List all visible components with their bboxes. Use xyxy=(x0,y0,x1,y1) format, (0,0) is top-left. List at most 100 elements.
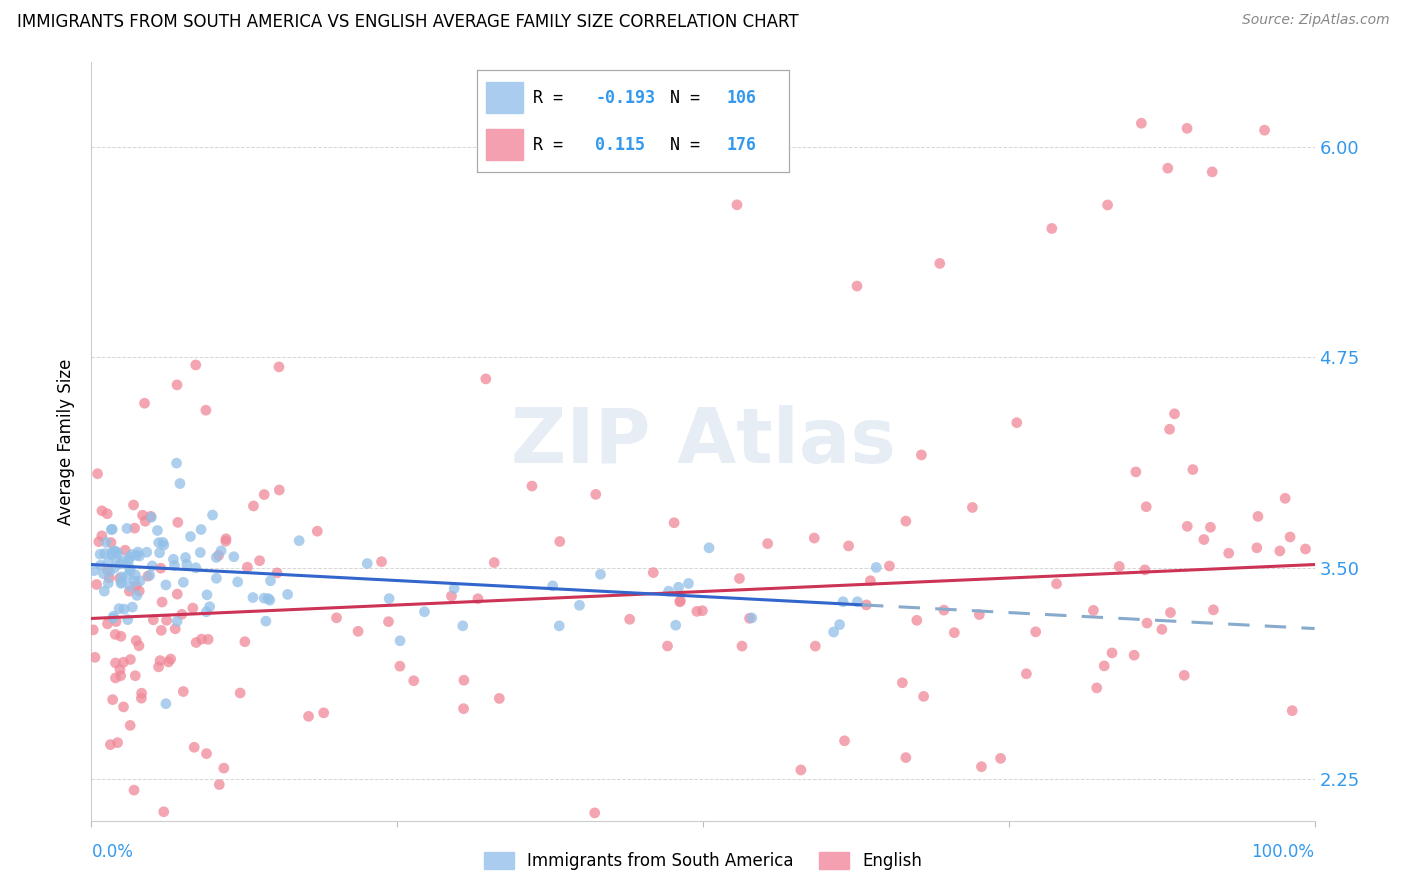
Point xyxy=(440,589,463,603)
Point xyxy=(125,549,148,563)
Point xyxy=(1005,416,1028,430)
Point xyxy=(97,576,120,591)
Point xyxy=(1157,161,1180,176)
Point xyxy=(253,487,276,501)
Point xyxy=(184,635,207,649)
Point xyxy=(159,652,181,666)
Point xyxy=(114,543,136,558)
Point xyxy=(117,613,139,627)
Y-axis label: Average Family Size: Average Family Size xyxy=(58,359,76,524)
Point xyxy=(288,533,311,548)
Point xyxy=(728,572,751,586)
Point xyxy=(1045,576,1067,591)
Point xyxy=(124,669,146,683)
Point xyxy=(242,499,264,513)
Point xyxy=(347,624,370,639)
Point xyxy=(832,595,855,609)
Point xyxy=(125,588,148,602)
Point xyxy=(589,567,612,582)
Point xyxy=(932,603,955,617)
Point xyxy=(155,697,177,711)
Point xyxy=(215,532,238,546)
Point xyxy=(125,579,148,593)
Point xyxy=(731,639,754,653)
Point xyxy=(894,514,917,528)
Point xyxy=(253,591,276,606)
Point xyxy=(254,614,277,628)
Point xyxy=(962,500,984,515)
Point xyxy=(183,740,205,755)
Point xyxy=(912,690,935,704)
Point xyxy=(96,616,118,631)
Point xyxy=(97,564,120,578)
Point xyxy=(1097,198,1119,212)
Point xyxy=(148,546,170,560)
Text: IMMIGRANTS FROM SOUTH AMERICA VS ENGLISH AVERAGE FAMILY SIZE CORRELATION CHART: IMMIGRANTS FROM SOUTH AMERICA VS ENGLISH… xyxy=(17,13,799,31)
Point xyxy=(1101,646,1123,660)
Point xyxy=(1268,544,1291,558)
Point xyxy=(678,576,700,591)
Point xyxy=(969,607,991,622)
Point xyxy=(1175,121,1198,136)
Point xyxy=(91,504,114,518)
Point xyxy=(389,633,412,648)
Point xyxy=(188,545,211,559)
Point xyxy=(82,623,104,637)
Point xyxy=(548,534,571,549)
Point xyxy=(475,372,498,386)
Point xyxy=(846,595,869,609)
Point xyxy=(170,607,193,622)
Point xyxy=(803,531,825,545)
Point xyxy=(120,564,142,578)
Point xyxy=(84,650,107,665)
Point xyxy=(846,279,869,293)
Point xyxy=(118,560,141,574)
Point xyxy=(112,699,135,714)
Text: 0.0%: 0.0% xyxy=(91,843,134,861)
Point xyxy=(249,554,271,568)
Point xyxy=(195,588,218,602)
Point xyxy=(152,538,174,552)
Point xyxy=(658,584,681,599)
Point xyxy=(467,591,489,606)
Point xyxy=(104,671,127,685)
Point xyxy=(548,619,571,633)
Point xyxy=(928,256,950,270)
Point xyxy=(142,613,165,627)
Point xyxy=(325,611,347,625)
Point xyxy=(402,673,425,688)
Point xyxy=(453,673,475,688)
Point xyxy=(89,558,111,573)
Point xyxy=(1130,116,1153,130)
Point xyxy=(725,198,748,212)
Point xyxy=(377,615,399,629)
Point xyxy=(101,692,124,706)
Point xyxy=(266,566,288,580)
Point xyxy=(166,377,188,392)
Point xyxy=(1123,648,1146,663)
Point xyxy=(155,578,177,592)
Point xyxy=(259,574,281,588)
Point xyxy=(943,625,966,640)
Point xyxy=(1281,704,1303,718)
Point xyxy=(104,656,127,670)
Point xyxy=(120,652,142,666)
Point xyxy=(891,675,914,690)
Point xyxy=(1159,422,1181,436)
Point xyxy=(110,629,132,643)
Point xyxy=(834,734,856,748)
Point xyxy=(1159,606,1181,620)
Point xyxy=(163,558,186,573)
Point xyxy=(184,358,207,372)
Point xyxy=(128,584,150,599)
Point xyxy=(370,555,392,569)
Point xyxy=(1040,221,1063,235)
Point xyxy=(205,571,228,585)
Point xyxy=(356,557,378,571)
Point xyxy=(134,514,156,528)
Point xyxy=(181,601,204,615)
Point xyxy=(201,508,224,522)
Point xyxy=(166,516,188,530)
Point xyxy=(1125,465,1147,479)
Point xyxy=(1015,666,1038,681)
